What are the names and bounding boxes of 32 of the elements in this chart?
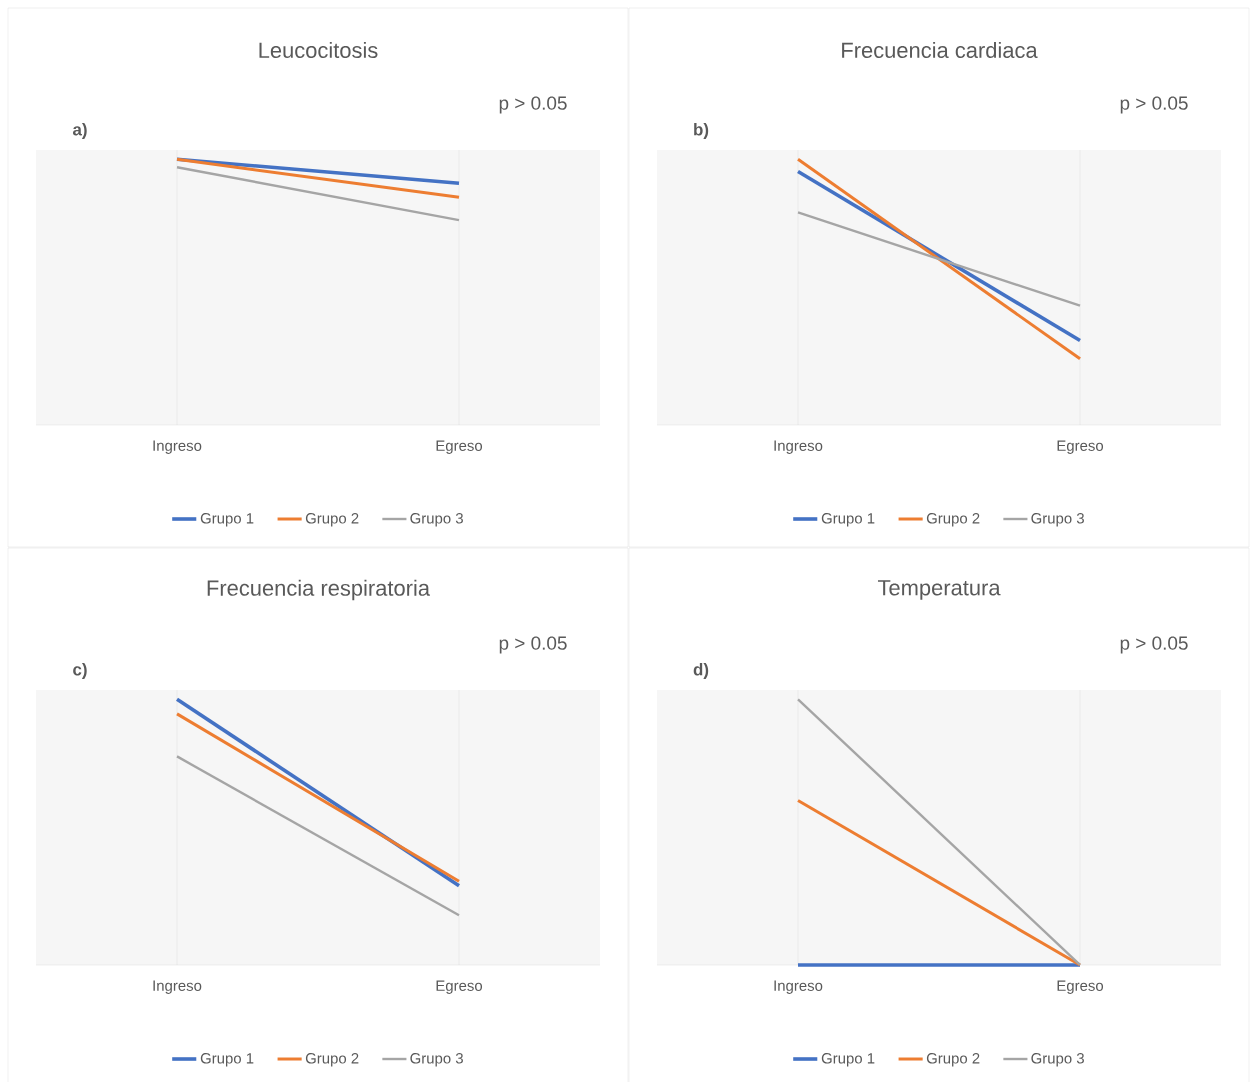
legend-label: Grupo 2 [305,1053,359,1067]
chart-title: Temperatura [877,580,1001,600]
legend-label: Grupo 3 [1031,513,1084,527]
text: a) [72,123,87,139]
x-tick-label: Ingreso [153,980,202,994]
legend-label: Grupo 3 [410,513,463,527]
text: p > 0.05 [1120,636,1188,654]
text: p > 0.05 [499,96,567,114]
legend-label: Grupo 2 [305,513,359,527]
legend-label: Grupo 2 [926,513,980,527]
x-tick-label: Egreso [436,440,483,454]
text: p > 0.05 [1120,96,1188,114]
chart-title: Frecuencia respiratoria [207,579,431,601]
legend-label: Grupo 1 [821,1053,875,1067]
text: p > 0.05 [499,636,567,654]
text: c) [73,663,87,679]
x-tick-label: Egreso [1057,440,1104,454]
legend-label: Grupo 2 [926,1053,980,1067]
text: b) [694,123,709,139]
x-tick-label: Egreso [1057,980,1104,994]
legend-label: Grupo 1 [821,513,875,527]
chart-title: Leucocitosis [259,41,378,59]
x-tick-label: Ingreso [153,440,202,454]
legend-label: Grupo 1 [200,1053,254,1067]
x-tick-label: Egreso [436,980,483,994]
text: d) [693,663,709,679]
legend-label: Grupo 1 [200,513,254,527]
x-tick-label: Ingreso [774,440,823,454]
x-tick-label: Ingreso [774,980,823,994]
legend-label: Grupo 3 [410,1053,463,1067]
legend-label: Grupo 3 [1031,1053,1084,1067]
chart-title: Frecuencia cardiaca [842,41,1038,59]
